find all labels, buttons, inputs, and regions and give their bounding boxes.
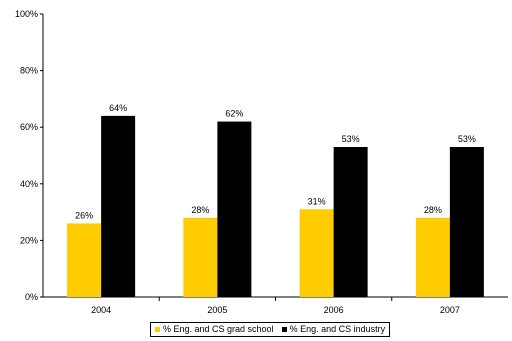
x-tick-label: 2004 bbox=[91, 305, 111, 315]
bar bbox=[217, 121, 252, 297]
y-tick-label: 60% bbox=[20, 122, 38, 132]
data-label: 28% bbox=[191, 205, 209, 215]
bar bbox=[299, 209, 334, 297]
legend-swatch-industry bbox=[281, 327, 287, 332]
data-label: 26% bbox=[75, 210, 93, 220]
y-tick-label: 0% bbox=[25, 292, 38, 302]
bar bbox=[415, 217, 450, 297]
labels: 26% 64% 28% 62% 31% 53% 28% 53% bbox=[75, 103, 476, 221]
x-tick-label: 2005 bbox=[207, 305, 227, 315]
y-tick-label: 80% bbox=[20, 66, 38, 76]
bars bbox=[67, 115, 484, 297]
legend-swatch-grad-school bbox=[155, 327, 160, 332]
legend-entry-industry: % Eng. and CS industry bbox=[281, 324, 386, 335]
y-tick-label: 40% bbox=[20, 179, 38, 189]
data-label: 53% bbox=[342, 134, 360, 144]
x-tick-label: 2006 bbox=[324, 305, 344, 315]
legend: % Eng. and CS grad school % Eng. and CS … bbox=[150, 322, 391, 337]
data-label: 53% bbox=[458, 134, 476, 144]
data-label: 31% bbox=[308, 196, 326, 206]
bar bbox=[67, 223, 102, 297]
y-tick-label: 20% bbox=[20, 235, 38, 245]
data-label: 64% bbox=[109, 103, 127, 113]
data-label: 28% bbox=[424, 205, 442, 215]
bar bbox=[449, 147, 484, 297]
legend-entry-grad-school: % Eng. and CS grad school bbox=[155, 324, 274, 335]
legend-label-industry: % Eng. and CS industry bbox=[289, 324, 386, 334]
legend-label-grad-school: % Eng. and CS grad school bbox=[163, 324, 274, 334]
data-label: 62% bbox=[225, 109, 243, 119]
bar bbox=[183, 217, 218, 297]
x-tick-label: 2007 bbox=[440, 305, 460, 315]
bar bbox=[333, 147, 368, 297]
bar bbox=[101, 115, 136, 297]
y-tick-label: 100% bbox=[15, 9, 38, 19]
